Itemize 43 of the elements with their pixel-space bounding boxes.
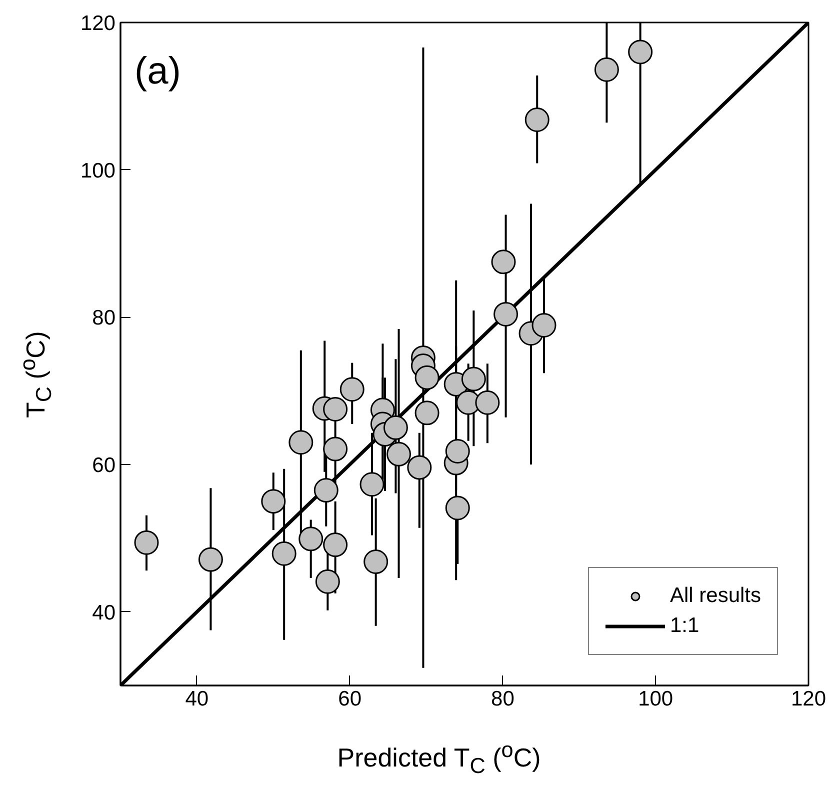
point xyxy=(491,250,516,274)
point xyxy=(414,400,440,426)
point xyxy=(340,377,364,402)
point xyxy=(323,532,348,558)
x-tick-label: 80 xyxy=(491,688,514,710)
point xyxy=(386,442,412,466)
point xyxy=(532,313,556,338)
x-tick-label: 100 xyxy=(638,688,674,710)
point xyxy=(315,569,340,594)
legend-label: All results xyxy=(670,584,761,608)
point xyxy=(383,415,408,440)
point xyxy=(628,40,653,64)
point xyxy=(461,366,486,392)
point xyxy=(475,390,500,415)
y-tick-label: 80 xyxy=(92,306,116,330)
point xyxy=(323,436,348,462)
point xyxy=(494,302,518,326)
point xyxy=(414,365,440,390)
point xyxy=(323,397,348,422)
point xyxy=(524,108,550,132)
y-tick-label: 100 xyxy=(80,159,116,182)
x-tick-label: 120 xyxy=(790,688,826,710)
x-axis-title: Predicted T$_{C}$ ($^{o}$C) xyxy=(336,736,542,780)
x-tick-label: 60 xyxy=(338,688,362,710)
point xyxy=(288,430,314,455)
point xyxy=(407,455,432,480)
y-tick-label: 120 xyxy=(80,12,116,35)
point xyxy=(198,547,223,572)
point xyxy=(272,541,296,566)
point xyxy=(314,478,338,503)
point xyxy=(298,526,324,552)
point xyxy=(364,550,388,574)
y-tick-label: 40 xyxy=(92,601,116,624)
point xyxy=(360,472,384,497)
legend-label: 1:1 xyxy=(670,614,700,638)
x-tick-label: 40 xyxy=(185,688,209,710)
point xyxy=(134,530,159,555)
point xyxy=(445,439,470,464)
point xyxy=(594,57,619,82)
point xyxy=(261,489,286,514)
annotation: (a) xyxy=(134,50,181,92)
point xyxy=(445,496,470,520)
y-tick-label: 60 xyxy=(92,454,116,477)
